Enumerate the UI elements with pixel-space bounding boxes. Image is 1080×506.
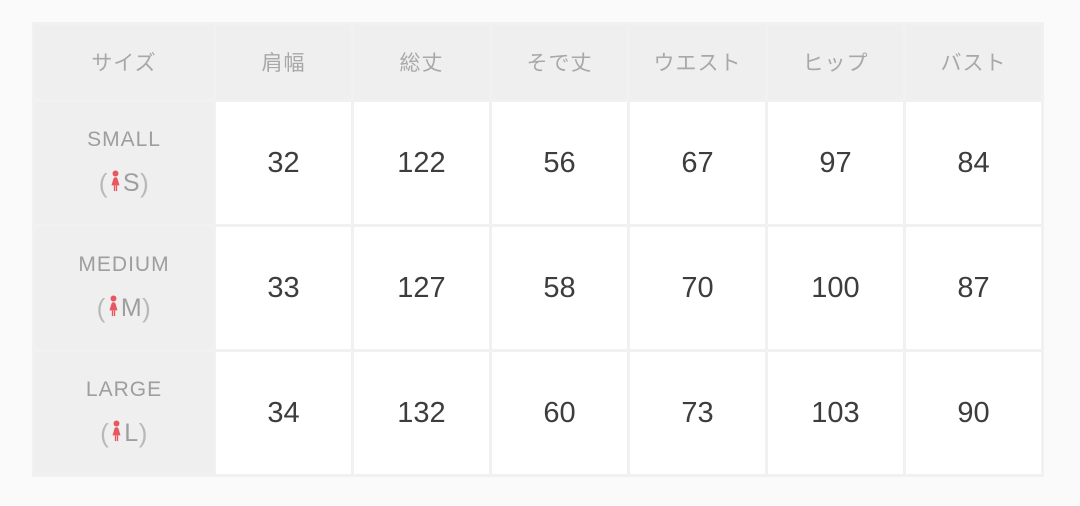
size-name-label: LARGE xyxy=(85,377,163,401)
row-header-large: LARGE ( L ) xyxy=(35,352,213,474)
female-figure-icon xyxy=(107,295,120,322)
size-letter: S xyxy=(122,168,141,197)
cell-small-bust: 84 xyxy=(906,102,1041,224)
size-name-label: SMALL xyxy=(87,127,161,151)
cell-small-length: 122 xyxy=(354,102,489,224)
size-chart-table: サイズ 肩幅 総丈 そで丈 ウエスト ヒップ バスト SMALL ( xyxy=(32,22,1044,477)
size-name-label: MEDIUM xyxy=(78,252,170,276)
size-letter: M xyxy=(120,293,143,322)
size-letter: L xyxy=(124,418,139,447)
cell-small-hip: 97 xyxy=(768,102,903,224)
table-row-medium: MEDIUM ( M ) xyxy=(35,227,1041,349)
open-paren: ( xyxy=(98,167,108,198)
col-header-shoulder: 肩幅 xyxy=(216,25,351,99)
cell-small-shoulder: 32 xyxy=(216,102,351,224)
cell-medium-waist: 70 xyxy=(630,227,765,349)
cell-small-waist: 67 xyxy=(630,102,765,224)
cell-medium-shoulder: 33 xyxy=(216,227,351,349)
close-paren: ) xyxy=(138,417,148,448)
cell-large-waist: 73 xyxy=(630,352,765,474)
col-header-size: サイズ xyxy=(35,25,213,99)
cell-medium-length: 127 xyxy=(354,227,489,349)
open-paren: ( xyxy=(96,292,106,323)
close-paren: ) xyxy=(140,167,150,198)
col-header-bust: バスト xyxy=(906,25,1041,99)
female-figure-icon xyxy=(109,170,122,197)
table-row-large: LARGE ( L ) xyxy=(35,352,1041,474)
female-figure-icon xyxy=(110,420,123,447)
close-paren: ) xyxy=(142,292,152,323)
col-header-sleeve: そで丈 xyxy=(492,25,627,99)
row-header-medium: MEDIUM ( M ) xyxy=(35,227,213,349)
row-header-small: SMALL ( S ) xyxy=(35,102,213,224)
cell-large-hip: 103 xyxy=(768,352,903,474)
col-header-length: 総丈 xyxy=(354,25,489,99)
cell-medium-bust: 87 xyxy=(906,227,1041,349)
cell-medium-hip: 100 xyxy=(768,227,903,349)
cell-large-bust: 90 xyxy=(906,352,1041,474)
header-row: サイズ 肩幅 総丈 そで丈 ウエスト ヒップ バスト xyxy=(35,25,1041,99)
size-code-label: ( S ) xyxy=(36,168,212,199)
cell-large-sleeve: 60 xyxy=(492,352,627,474)
size-code-label: ( L ) xyxy=(36,418,212,449)
col-header-waist: ウエスト xyxy=(630,25,765,99)
table-row-small: SMALL ( S ) xyxy=(35,102,1041,224)
cell-medium-sleeve: 58 xyxy=(492,227,627,349)
cell-large-shoulder: 34 xyxy=(216,352,351,474)
col-header-hip: ヒップ xyxy=(768,25,903,99)
size-code-label: ( M ) xyxy=(36,293,212,324)
cell-large-length: 132 xyxy=(354,352,489,474)
cell-small-sleeve: 56 xyxy=(492,102,627,224)
open-paren: ( xyxy=(100,417,110,448)
